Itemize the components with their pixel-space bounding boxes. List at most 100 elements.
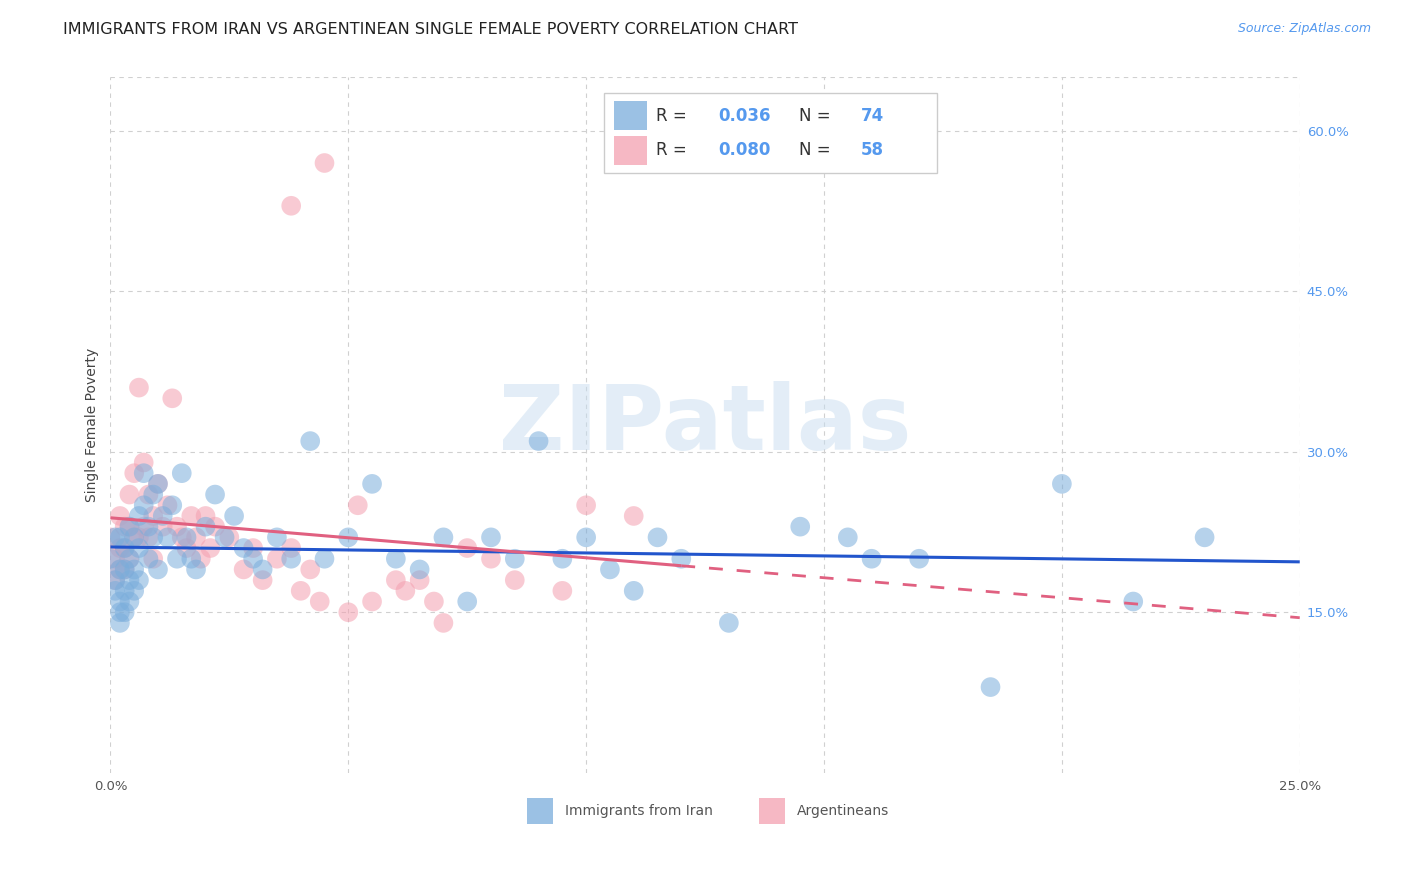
Text: Immigrants from Iran: Immigrants from Iran — [565, 804, 713, 818]
Point — [218, 530, 240, 544]
Point — [503, 573, 526, 587]
Point — [108, 541, 131, 555]
Text: Argentineans: Argentineans — [797, 804, 889, 818]
Point — [162, 392, 184, 406]
Point — [104, 573, 127, 587]
Point — [114, 583, 136, 598]
Point — [108, 594, 131, 608]
Y-axis label: Single Female Poverty: Single Female Poverty — [86, 348, 100, 502]
Point — [162, 498, 184, 512]
Point — [314, 551, 336, 566]
Point — [280, 541, 302, 555]
Point — [717, 615, 740, 630]
Point — [118, 594, 141, 608]
Point — [138, 551, 160, 566]
Text: Source: ZipAtlas.com: Source: ZipAtlas.com — [1237, 22, 1371, 36]
Point — [142, 508, 165, 523]
Point — [128, 573, 150, 587]
Point — [138, 530, 160, 544]
Point — [128, 381, 150, 395]
Point — [456, 541, 478, 555]
Point — [176, 530, 198, 544]
Point — [128, 530, 150, 544]
Text: R =: R = — [657, 107, 692, 125]
Point — [503, 551, 526, 566]
Point — [100, 551, 122, 566]
Point — [423, 594, 446, 608]
Point — [671, 551, 693, 566]
Point — [180, 551, 202, 566]
Point — [104, 583, 127, 598]
Point — [118, 551, 141, 566]
Point — [789, 519, 811, 533]
Point — [908, 551, 931, 566]
Point — [132, 519, 155, 533]
Point — [314, 156, 336, 170]
Text: 58: 58 — [860, 142, 884, 160]
Point — [266, 530, 288, 544]
Point — [299, 434, 322, 448]
Point — [132, 498, 155, 512]
Point — [176, 541, 198, 555]
Point — [114, 541, 136, 555]
Point — [599, 562, 621, 576]
Point — [361, 476, 384, 491]
Point — [180, 508, 202, 523]
Text: N =: N = — [799, 107, 837, 125]
Point — [122, 583, 145, 598]
Point — [280, 551, 302, 566]
Point — [385, 573, 408, 587]
Point — [551, 583, 574, 598]
Point — [184, 562, 207, 576]
Text: ZIPatlas: ZIPatlas — [499, 381, 911, 469]
Point — [170, 466, 193, 480]
Point — [128, 508, 150, 523]
Bar — [527, 797, 553, 824]
Text: IMMIGRANTS FROM IRAN VS ARGENTINEAN SINGLE FEMALE POVERTY CORRELATION CHART: IMMIGRANTS FROM IRAN VS ARGENTINEAN SING… — [63, 22, 799, 37]
Point — [118, 551, 141, 566]
Point — [156, 530, 179, 544]
Point — [166, 551, 188, 566]
Point — [142, 487, 165, 501]
Point — [146, 476, 169, 491]
Point — [979, 680, 1001, 694]
Text: 74: 74 — [860, 107, 884, 125]
Point — [204, 487, 226, 501]
Point — [104, 573, 127, 587]
Point — [114, 541, 136, 555]
Point — [623, 508, 645, 523]
Point — [337, 530, 360, 544]
Point — [408, 562, 430, 576]
Bar — [613, 136, 647, 165]
Point — [1050, 476, 1073, 491]
Point — [623, 583, 645, 598]
Point — [408, 573, 430, 587]
Point — [200, 541, 222, 555]
Point — [280, 199, 302, 213]
Point — [194, 519, 217, 533]
Point — [100, 530, 122, 544]
Point — [114, 562, 136, 576]
Point — [299, 562, 322, 576]
Point — [647, 530, 669, 544]
Point — [114, 562, 136, 576]
Point — [114, 605, 136, 619]
Point — [118, 519, 141, 533]
Point — [142, 551, 165, 566]
Point — [232, 541, 254, 555]
Point — [104, 551, 127, 566]
Point — [190, 551, 212, 566]
Point — [575, 498, 598, 512]
Point — [479, 530, 502, 544]
Point — [118, 487, 141, 501]
Point — [170, 530, 193, 544]
Point — [184, 530, 207, 544]
Point — [232, 562, 254, 576]
Point — [118, 519, 141, 533]
Point — [308, 594, 330, 608]
Point — [224, 508, 246, 523]
Point — [1122, 594, 1144, 608]
Point — [132, 466, 155, 480]
FancyBboxPatch shape — [605, 93, 936, 173]
Point — [385, 551, 408, 566]
